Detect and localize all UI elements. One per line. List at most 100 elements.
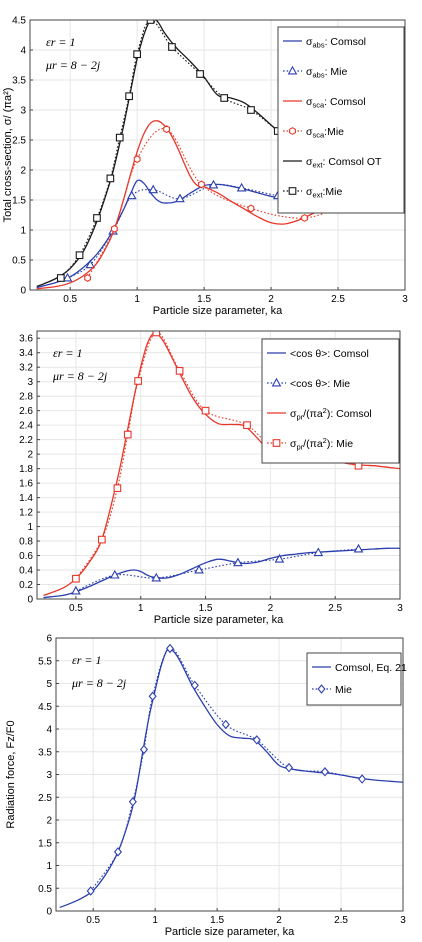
y-tick-label: 0.5 [12,256,26,267]
data-point [198,180,205,189]
legend-entry: <cos θ>: Mie [267,377,350,390]
legend-text-subscript: ext [312,191,323,200]
y-tick-label: 2 [20,166,26,177]
y-tick-label: 0 [20,286,26,297]
data-point [233,557,243,567]
x-tick-label: 2.5 [328,603,342,614]
y-axis-label: Radiation force, Fz/F0 [5,720,17,828]
data-point [358,774,367,784]
legend-text-subscript: abs [312,41,324,50]
series-5 [36,20,279,288]
parameter-annotation: μr = 8 − 2j [45,58,101,72]
data-point [221,719,230,730]
data-point [175,366,184,375]
legend-entry: σsca​:Mie [283,126,344,140]
x-tick-label: 1.5 [199,603,213,614]
y-tick-label: 3 [20,106,26,117]
data-point [243,421,251,430]
legend-text-part: Mie [335,684,352,696]
y-tick-label: 1.2 [19,508,33,519]
legend-text-part: /(πa [303,408,323,420]
legend-label: <cos θ>: Comsol [290,348,369,360]
series-group [59,643,403,909]
data-point [72,574,80,583]
x-tick-label: 2.5 [331,294,345,305]
legend-text-subscript: sca [312,131,325,140]
legend-text-part: σ [306,126,313,138]
legend-marker [288,187,297,195]
y-tick-label: 4.5 [38,702,52,713]
legend-text-part: σ [306,36,313,48]
legend-text-subscript: sca [312,101,325,110]
series-line [67,183,375,279]
data-point [71,585,81,595]
x-tick-label: 2 [268,294,274,305]
data-point [220,94,229,102]
data-point [320,767,329,777]
data-point [201,406,210,415]
legend-text-part: : Comsol [324,96,365,108]
y-tick-label: 3.6 [19,334,33,345]
x-tick-label: 0.5 [63,294,77,305]
data-point [97,535,106,544]
y-tick-label: 4 [46,725,52,736]
chart-panel-1: 0.5 1 1.5 2 2.5 3 0 0.5 1 1.5 2 2.5 3 3.5 4 4.5 Particle… [2,16,408,318]
y-tick-label: 0.2 [19,580,33,591]
legend: <cos θ>: Comsol <cos θ>: Mie σpr​/(πa2​): … [261,338,400,464]
series-2 [71,543,364,595]
data-point [252,735,261,745]
legend-label: σabs​: Mie [306,66,347,80]
data-point [75,251,84,260]
legend-marker [317,684,326,694]
legend-text-part: : Comsol OT [323,156,383,168]
y-tick-label: 0.4 [19,566,33,577]
y-tick-label: 1 [27,522,33,533]
y-tick-label: 2 [27,450,33,461]
y-tick-label: 0.8 [19,537,33,548]
y-tick-label: 6 [46,634,52,645]
data-point [62,272,73,282]
x-tick-label: 0.5 [69,603,83,614]
legend-marker [289,127,296,135]
y-tick-label: 2.6 [19,406,33,417]
chart-panel-2: 0.5 1 1.5 2 2.5 3 0 0.2 0.4 0.6 0.8 1 1.2 1.4 1.6 1.8 2 2… [19,330,403,626]
x-tick-label: 1 [138,603,144,614]
legend-marker [287,65,298,75]
legend-text-part: σ [306,156,313,168]
y-tick-label: 4 [20,46,26,57]
legend-text-part: ): Comsol [327,408,372,420]
legend-label: σabs​: Comsol [306,36,366,50]
legend-text-subscript: ext [312,161,323,170]
data-point [125,92,133,101]
data-point [165,643,175,654]
legend-text-part: : Mie [325,66,348,78]
legend-label: σpr​/(πa2​): Mie [290,436,353,452]
y-tick-label: 1.5 [12,196,26,207]
data-point [148,691,157,701]
y-tick-label: 1 [20,226,26,237]
legend-entry: σext​:Mie [283,186,342,200]
y-tick-label: 0.6 [19,551,33,562]
y-tick-label: 2.5 [12,136,26,147]
x-tick-label: 3 [402,294,408,305]
y-tick-label: 3.2 [19,363,33,374]
x-tick-label: 2.5 [334,915,348,926]
legend-text-subscript: abs [312,71,324,80]
legend-text-part: σ [306,96,313,108]
data-point [247,106,255,114]
y-tick-label: 1.8 [19,464,33,475]
y-tick-label: 1 [46,861,52,872]
x-axis-label: Particle size parameter, ka [153,305,283,317]
x-tick-label: 1.5 [210,915,224,926]
legend-label: Mie [335,684,352,696]
legend-text-part: /(πa [303,438,323,450]
y-tick-label: 2.2 [19,435,33,446]
legend-text-part: σ [306,186,313,198]
data-point [113,847,122,857]
data-point [139,744,149,755]
legend-entry: σpr​/(πa2​): Mie [267,436,353,452]
y-tick-label: 1.6 [19,479,33,490]
x-tick-label: 2 [268,603,274,614]
data-point [175,193,185,203]
legend-text-part: :Mie [323,186,343,198]
